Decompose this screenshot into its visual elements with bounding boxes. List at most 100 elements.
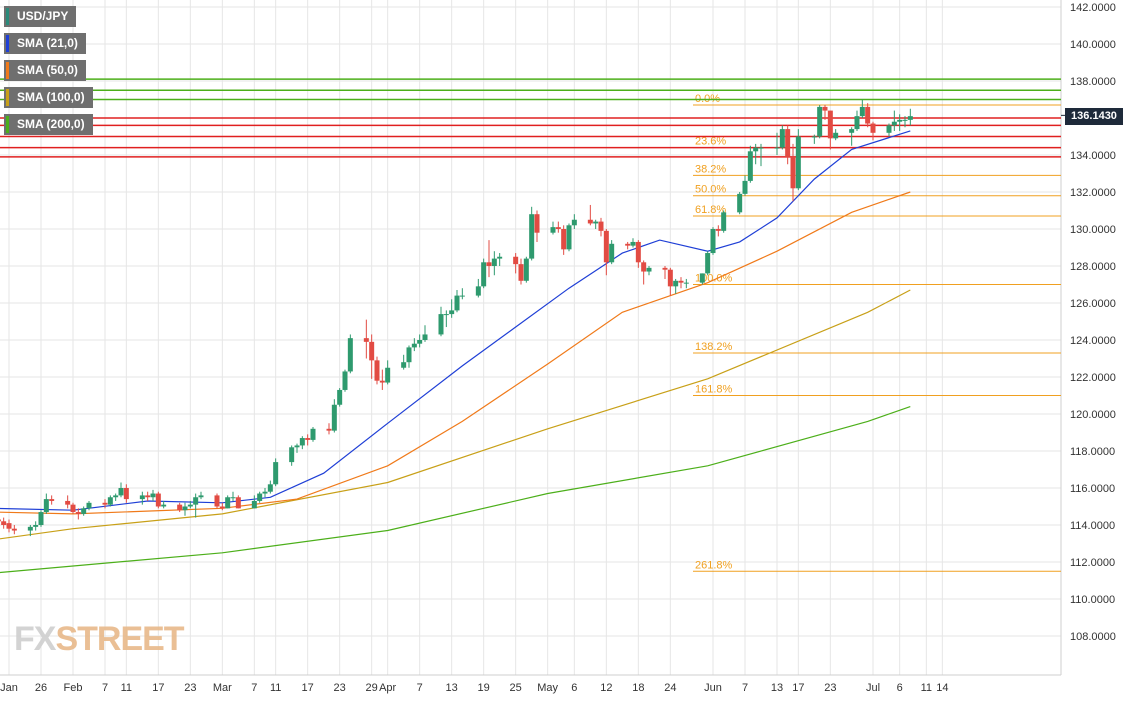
y-tick-label: 116.0000: [1070, 483, 1115, 495]
candle-body: [102, 502, 108, 505]
candle-body: [646, 267, 652, 272]
x-tick-label: 19: [478, 682, 490, 694]
y-tick-label: 122.0000: [1070, 372, 1116, 384]
x-tick-label: 18: [632, 682, 644, 694]
candle-body: [70, 504, 76, 513]
y-tick-label: 134.0000: [1070, 150, 1116, 162]
candle-body: [219, 506, 225, 509]
legend-item-sma21[interactable]: SMA (21,0): [4, 33, 86, 54]
candle-body: [123, 488, 129, 500]
legend-label-sma200: SMA (200,0): [17, 117, 85, 131]
x-tick-label: 12: [600, 682, 612, 694]
legend-label-sma21: SMA (21,0): [17, 36, 78, 50]
candle-body: [193, 497, 199, 505]
candle-body: [710, 229, 716, 254]
candle-body: [673, 280, 679, 287]
y-tick-label: 110.0000: [1070, 594, 1115, 606]
candle-body: [214, 495, 220, 507]
candle-body: [609, 243, 615, 263]
candle-body: [662, 267, 668, 270]
y-tick-label: 120.0000: [1070, 409, 1116, 421]
candle-body: [603, 230, 609, 263]
candle-body: [833, 132, 839, 139]
x-tick-label: 7: [102, 682, 108, 694]
candle-body: [289, 447, 295, 463]
x-tick-label: 11: [921, 682, 932, 694]
candle-body: [481, 262, 487, 287]
x-tick-label: 24: [664, 682, 676, 694]
candle-body: [374, 360, 380, 381]
candle-body: [705, 253, 711, 274]
x-tick-label: Mar: [213, 682, 232, 694]
legend-item-sma100[interactable]: SMA (100,0): [4, 87, 93, 108]
candle-body: [737, 193, 743, 213]
candle-body: [81, 508, 87, 514]
y-tick-label: 114.0000: [1070, 520, 1115, 532]
candle-body: [630, 241, 636, 246]
candle-body: [347, 338, 353, 372]
candle-body: [251, 500, 257, 509]
candle-body: [198, 495, 204, 498]
x-tick-label: 14: [936, 682, 948, 694]
candle-body: [107, 497, 113, 505]
legend-item-sma50[interactable]: SMA (50,0): [4, 60, 86, 81]
candle-body: [667, 269, 673, 287]
candle-body: [438, 314, 444, 335]
x-tick-label: 23: [824, 682, 836, 694]
candle-body: [587, 219, 593, 224]
candle-body: [817, 106, 823, 137]
candle-body: [27, 526, 33, 531]
candle-body: [262, 491, 268, 494]
logo-fx: FX: [14, 620, 56, 658]
candle-body: [870, 123, 876, 133]
candle-body: [401, 362, 407, 368]
candle-body: [827, 110, 833, 139]
fib-level-label: 261.8%: [695, 559, 733, 571]
candle-body: [566, 225, 572, 250]
fib-level-label: 161.8%: [695, 384, 733, 396]
candle-body: [267, 484, 273, 492]
x-tick-label: 23: [334, 682, 346, 694]
candle-body: [49, 499, 55, 501]
x-tick-label: 6: [897, 682, 903, 694]
logo-street: STREET: [55, 620, 184, 658]
candle-body: [417, 340, 423, 344]
candle-body: [534, 214, 540, 233]
candle-body: [422, 334, 428, 340]
legend-swatch-sma100: [6, 89, 9, 106]
y-tick-label: 126.0000: [1070, 298, 1116, 310]
legend-item-sma200[interactable]: SMA (200,0): [4, 114, 93, 135]
current-price-tag: 136.1430: [1065, 108, 1123, 125]
candle-body: [785, 129, 791, 157]
candle-body: [459, 295, 465, 297]
x-tick-label: Jul: [866, 682, 880, 694]
candle-body: [75, 512, 81, 514]
candle-body: [625, 243, 631, 246]
y-tick-label: 132.0000: [1070, 187, 1116, 199]
candle-body: [859, 106, 865, 117]
sma21-line: [0, 130, 911, 511]
candle-body: [555, 227, 561, 229]
candle-body: [518, 264, 524, 281]
candle-body: [902, 119, 908, 121]
candle-body: [795, 136, 801, 189]
sma200-line: [0, 406, 911, 574]
candle-body: [571, 219, 577, 226]
candle-body: [491, 258, 497, 266]
legend-swatch-sma50: [6, 62, 9, 79]
candle-body: [678, 280, 684, 283]
candle-body: [305, 438, 311, 440]
fxstreet-logo: FXSTREET: [14, 620, 185, 659]
candle-body: [294, 445, 300, 448]
candle-body: [86, 502, 92, 509]
candle-body: [310, 428, 316, 440]
y-tick-label: 112.0000: [1070, 557, 1115, 569]
x-tick-label: 23: [184, 682, 196, 694]
candle-body: [822, 106, 828, 111]
x-tick-label: Jun: [704, 682, 722, 694]
candle-body: [161, 504, 167, 507]
x-tick-label: 17: [792, 682, 804, 694]
candle-body: [907, 116, 913, 120]
legend-item-usdjpy[interactable]: USD/JPY: [4, 6, 77, 27]
